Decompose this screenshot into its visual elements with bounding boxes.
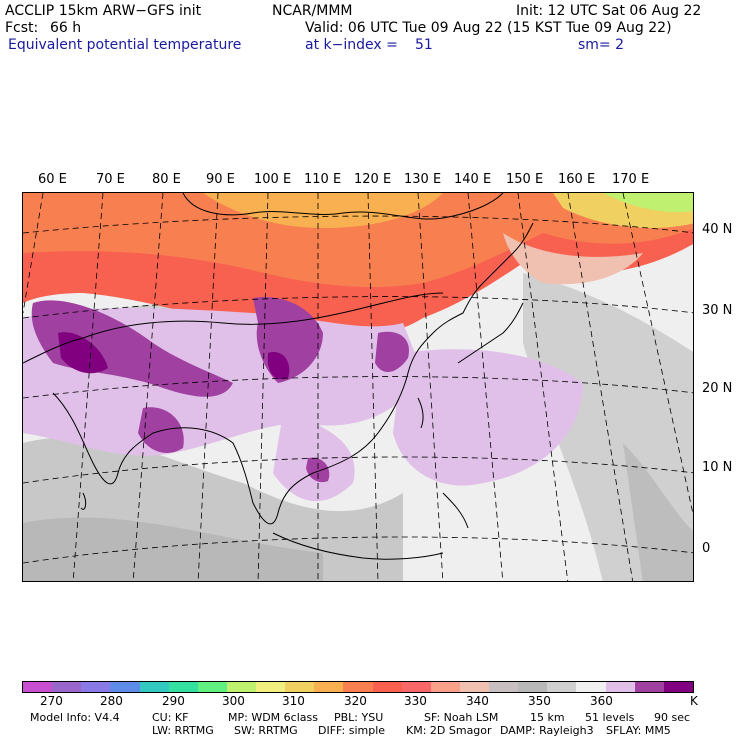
- lat-label: 20 N: [702, 381, 733, 396]
- colorbar: [22, 681, 694, 693]
- footer-sf: SF: Noah LSM: [424, 711, 499, 724]
- lon-label: 60 E: [38, 172, 67, 187]
- footer-pbl: PBL: YSU: [334, 711, 384, 724]
- colorbar-swatch: [547, 682, 577, 692]
- colorbar-unit: K: [690, 694, 698, 708]
- colorbar-label: 330: [404, 694, 427, 708]
- colorbar-swatch: [489, 682, 519, 692]
- colorbar-swatch: [23, 682, 53, 692]
- footer-damp: DAMP: Rayleigh3: [500, 724, 594, 737]
- colorbar-label: 320: [344, 694, 367, 708]
- colorbar-swatch: [52, 682, 82, 692]
- colorbar-swatch: [110, 682, 140, 692]
- colorbar-swatch: [576, 682, 606, 692]
- colorbar-swatch: [605, 682, 635, 692]
- theta-e-map: [22, 192, 694, 582]
- colorbar-swatch: [518, 682, 548, 692]
- footer-timestep: 90 sec: [654, 711, 691, 724]
- colorbar-label: 290: [162, 694, 185, 708]
- colorbar-label: 280: [100, 694, 123, 708]
- colorbar-swatch: [430, 682, 460, 692]
- lat-label: 40 N: [702, 222, 733, 237]
- lat-label: 30 N: [702, 303, 733, 318]
- footer-resolution: 15 km: [530, 711, 565, 724]
- footer-sw: SW: RRTMG: [234, 724, 298, 737]
- colorbar-label: 340: [466, 694, 489, 708]
- colorbar-label: 270: [40, 694, 63, 708]
- lon-label: 100 E: [254, 172, 292, 187]
- footer-lw: LW: RRTMG: [152, 724, 214, 737]
- colorbar-swatch: [401, 682, 431, 692]
- colorbar-swatch: [226, 682, 256, 692]
- lon-label: 80 E: [152, 172, 181, 187]
- colorbar-swatch: [197, 682, 227, 692]
- organization: NCAR/MMM: [272, 3, 353, 19]
- footer-levels: 51 levels: [585, 711, 635, 724]
- colorbar-swatch: [139, 682, 169, 692]
- footer-cu: CU: KF: [152, 711, 189, 724]
- smoothing: sm= 2: [578, 37, 625, 53]
- init-time: Init: 12 UTC Sat 06 Aug 22: [516, 3, 702, 19]
- lon-label: 160 E: [558, 172, 596, 187]
- footer-km: KM: 2D Smagor: [406, 724, 492, 737]
- lon-label: 170 E: [612, 172, 650, 187]
- footer-model-info: Model Info: V4.4: [30, 711, 120, 724]
- lon-label: 120 E: [354, 172, 392, 187]
- colorbar-swatch: [285, 682, 315, 692]
- colorbar-label: 300: [222, 694, 245, 708]
- footer-diff: DIFF: simple: [318, 724, 386, 737]
- valid-time: Valid: 06 UTC Tue 09 Aug 22 (15 KST Tue …: [305, 20, 672, 36]
- colorbar-swatch: [343, 682, 373, 692]
- colorbar-swatch: [168, 682, 198, 692]
- colorbar-swatch: [256, 682, 286, 692]
- lon-label: 150 E: [506, 172, 544, 187]
- forecast-hours: 66 h: [50, 20, 82, 36]
- colorbar-swatch: [314, 682, 344, 692]
- lat-label: 10 N: [702, 460, 733, 475]
- forecast-label: Fcst:: [5, 20, 39, 36]
- lon-label: 70 E: [96, 172, 125, 187]
- lon-label: 140 E: [454, 172, 492, 187]
- colorbar-label: 350: [528, 694, 551, 708]
- colorbar-swatch: [663, 682, 693, 692]
- colorbar-label: 310: [282, 694, 305, 708]
- map-field-svg: [23, 193, 693, 581]
- colorbar-swatch: [459, 682, 489, 692]
- lat-label: 0: [702, 541, 711, 556]
- field-name: Equivalent potential temperature: [8, 37, 242, 53]
- level-label: at k−index =: [305, 37, 398, 53]
- colorbar-swatch: [634, 682, 664, 692]
- colorbar-swatch: [81, 682, 111, 692]
- colorbar-label: 360: [590, 694, 613, 708]
- footer-mp: MP: WDM 6class: [228, 711, 318, 724]
- footer-sflay: SFLAY: MM5: [606, 724, 671, 737]
- lon-label: 130 E: [404, 172, 442, 187]
- colorbar-swatch: [372, 682, 402, 692]
- model-title: ACCLIP 15km ARW−GFS init: [5, 3, 202, 19]
- level-value: 51: [415, 37, 433, 53]
- lon-label: 110 E: [304, 172, 342, 187]
- lon-label: 90 E: [206, 172, 235, 187]
